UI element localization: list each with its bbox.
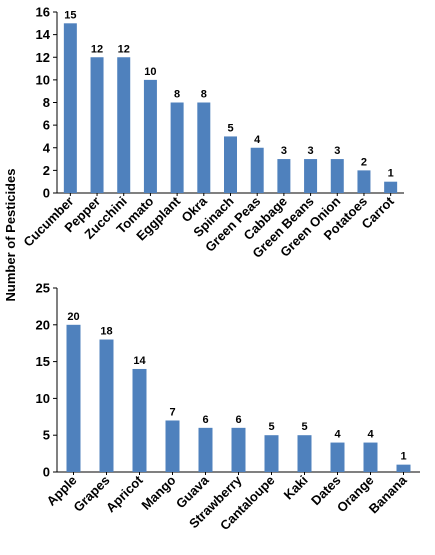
data-label: 5 — [227, 122, 233, 134]
y-tick-label: 5 — [43, 428, 50, 443]
data-label: 3 — [308, 145, 314, 157]
y-tick-label: 15 — [36, 354, 50, 369]
y-tick-label: 6 — [43, 118, 50, 133]
bar — [143, 79, 157, 193]
data-label: 6 — [235, 414, 241, 426]
y-tick-label: 2 — [43, 163, 50, 178]
data-label: 3 — [334, 145, 340, 157]
y-tick-label: 10 — [36, 391, 50, 406]
bar — [384, 181, 398, 193]
data-label: 8 — [174, 89, 180, 101]
bar — [231, 427, 246, 472]
bar — [297, 435, 312, 472]
category-label: Mango — [138, 472, 178, 512]
y-tick-label: 4 — [43, 140, 51, 155]
y-tick-label: 20 — [36, 317, 50, 332]
bar — [66, 324, 81, 472]
data-label: 5 — [301, 421, 307, 433]
data-label: 4 — [367, 429, 374, 441]
bar — [304, 159, 318, 193]
category-label: Kaki — [281, 473, 311, 503]
bar — [63, 23, 77, 193]
y-tick-label: 0 — [43, 465, 50, 480]
data-label: 1 — [388, 168, 394, 180]
bar — [170, 102, 184, 193]
data-label: 12 — [118, 43, 130, 55]
bar — [198, 427, 213, 472]
y-tick-label: 12 — [36, 50, 50, 65]
bar — [99, 339, 114, 472]
data-label: 4 — [334, 429, 341, 441]
data-label: 4 — [254, 134, 261, 146]
data-label: 7 — [169, 406, 175, 418]
data-label: 1 — [400, 451, 406, 463]
category-label: Apricot — [103, 472, 146, 515]
y-tick-label: 0 — [43, 186, 50, 201]
y-tick-label: 25 — [36, 281, 50, 296]
bar — [224, 136, 237, 193]
data-label: 8 — [201, 89, 207, 101]
y-tick-label: 8 — [43, 95, 50, 110]
data-label: 10 — [144, 66, 156, 78]
bar — [117, 57, 131, 193]
category-label: Banana — [366, 472, 410, 516]
bar — [330, 442, 345, 472]
bar — [396, 464, 411, 472]
y-tick-label: 16 — [36, 5, 50, 20]
bar — [132, 368, 147, 472]
bar — [90, 57, 104, 193]
data-label: 20 — [67, 311, 79, 323]
bar — [277, 159, 291, 193]
data-label: 15 — [64, 9, 76, 21]
data-label: 12 — [91, 43, 103, 55]
data-label: 6 — [202, 414, 208, 426]
bar — [165, 420, 180, 472]
y-tick-label: 14 — [36, 27, 51, 42]
bar — [330, 159, 344, 193]
data-label: 14 — [133, 355, 146, 367]
data-label: 3 — [281, 145, 287, 157]
bar — [363, 442, 378, 472]
y-axis-label: Number of Pesticides — [3, 169, 18, 302]
bar — [264, 435, 279, 472]
y-tick-label: 10 — [36, 72, 50, 87]
bar — [250, 147, 264, 193]
fruits-bar-chart: 051015202520Apple18Grapes14Apricot7Mango… — [36, 281, 420, 533]
data-label: 18 — [100, 326, 112, 338]
data-label: 2 — [361, 156, 367, 168]
bar — [357, 170, 371, 193]
data-label: 5 — [268, 421, 274, 433]
bar — [197, 102, 211, 193]
